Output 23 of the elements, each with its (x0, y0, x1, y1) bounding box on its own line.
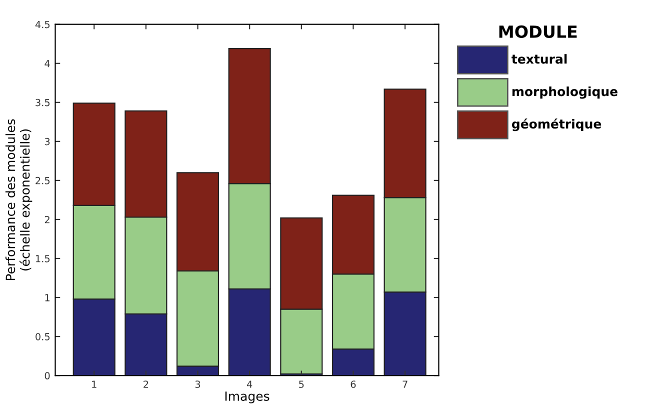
y-axis-title: Performance des modules (échelle exponentielle) (5, 119, 32, 280)
legend-label: morphologique (512, 86, 618, 99)
x-tick-label: 6 (350, 380, 356, 388)
x-tick-label: 4 (246, 380, 252, 388)
x-tick-label: 2 (144, 380, 148, 388)
y-tick-label: 3.5 (36, 98, 50, 106)
x-tick-label: 3 (195, 380, 200, 388)
y-tick-label: 0 (44, 372, 50, 380)
y-tick-label: 2.5 (36, 176, 50, 184)
y-tick-label: 4 (44, 60, 50, 68)
y-tick-label: 3 (44, 138, 50, 146)
x-tick-label: 7 (402, 380, 408, 388)
legend-title: MODULE (499, 25, 577, 38)
y-tick-label: 1 (45, 294, 50, 302)
y-tick-label: 0.5 (36, 333, 50, 340)
x-axis-title: Images (225, 392, 270, 404)
y-tick-label: 1.5 (36, 255, 50, 262)
y-tick-label: 2 (44, 216, 50, 224)
legend-label: textural (512, 54, 567, 64)
x-tick-label: 5 (299, 380, 304, 388)
legend-label: géométrique (512, 118, 602, 132)
y-tick-label: 4.5 (35, 20, 50, 28)
x-tick-label: 1 (92, 380, 96, 388)
